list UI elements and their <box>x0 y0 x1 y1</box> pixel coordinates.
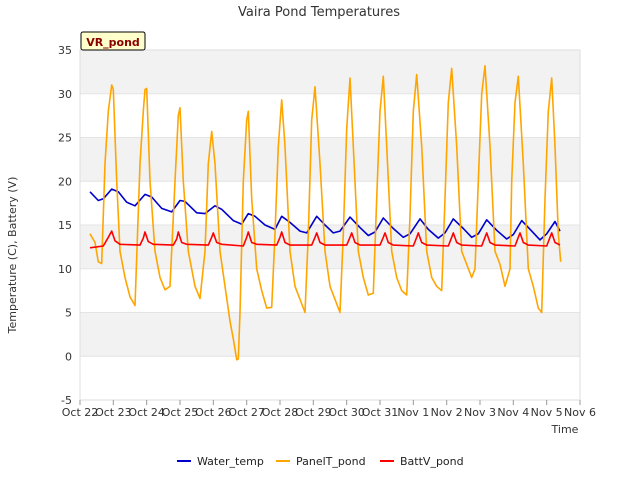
y-tick-label: 30 <box>58 88 72 101</box>
legend-item: PanelT_pond <box>276 455 366 468</box>
x-tick-label: Nov 4 <box>497 406 529 419</box>
plot-area <box>79 49 581 401</box>
grid-band <box>80 225 580 269</box>
x-tick-label: Nov 1 <box>397 406 429 419</box>
x-tick-label: Nov 6 <box>564 406 596 419</box>
x-tick-label: Oct 26 <box>195 406 232 419</box>
x-tick-label: Oct 30 <box>328 406 365 419</box>
grid-band <box>80 181 580 225</box>
grid-band <box>80 312 580 357</box>
x-tick-label: Nov 5 <box>531 406 563 419</box>
series-line-battv-pond <box>89 230 561 249</box>
legend: Water_temp PanelT_pond BattV_pond <box>177 455 464 468</box>
grid-band <box>80 50 580 94</box>
x-axis-label: Time <box>551 423 579 436</box>
x-tick-label: Oct 28 <box>262 406 299 419</box>
legend-label: PanelT_pond <box>296 455 366 468</box>
x-tick-label: Oct 22 <box>62 406 99 419</box>
y-tick-label: 35 <box>58 44 72 57</box>
legend-label: BattV_pond <box>400 455 464 468</box>
station-tag: VR_pond <box>80 31 146 51</box>
grid-band <box>80 268 580 313</box>
y-tick-label: 20 <box>58 175 72 188</box>
grid-band <box>80 137 580 182</box>
station-label: VR_pond <box>86 36 140 49</box>
x-tick-label: Nov 3 <box>464 406 496 419</box>
y-tick-label: 0 <box>65 350 72 363</box>
series-line-panelt-pond <box>89 65 562 361</box>
chart-title: Vaira Pond Temperatures <box>238 5 400 20</box>
grid-band <box>80 356 580 400</box>
x-tick-label: Oct 29 <box>295 406 332 419</box>
grid-band <box>80 93 580 138</box>
y-tick-label: -5 <box>61 394 72 407</box>
y-tick-label: 10 <box>58 263 72 276</box>
x-tick-label: Oct 25 <box>162 406 199 419</box>
y-tick-label: 5 <box>65 307 72 320</box>
y-axis-label: Temperature (C), Battery (V) <box>6 177 19 335</box>
y-tick-label: 25 <box>58 132 72 145</box>
y-tick-label: 15 <box>58 219 72 232</box>
x-tick-label: Oct 27 <box>228 406 265 419</box>
x-tick-label: Oct 31 <box>362 406 399 419</box>
legend-label: Water_temp <box>197 455 264 468</box>
legend-item: BattV_pond <box>380 455 464 468</box>
x-tick-label: Oct 24 <box>128 406 165 419</box>
series-layer <box>89 65 562 361</box>
x-tick-label: Oct 23 <box>95 406 132 419</box>
x-tick-label: Nov 2 <box>431 406 463 419</box>
legend-item: Water_temp <box>177 455 264 468</box>
y-axis-ticks: -5 0 5 10 15 20 25 30 35 <box>58 44 72 407</box>
series-line-water-temp <box>89 188 561 241</box>
plot-background-bands <box>80 49 580 401</box>
